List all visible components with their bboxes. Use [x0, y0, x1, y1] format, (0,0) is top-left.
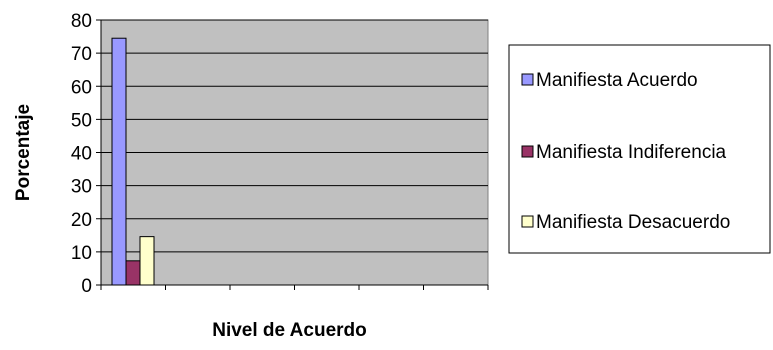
y-tick-label: 40 — [71, 144, 92, 165]
legend-label: Manifiesta Acuerdo — [536, 70, 698, 91]
y-tick-label: 10 — [71, 243, 92, 264]
y-tick-label: 0 — [81, 276, 92, 297]
legend-swatch — [521, 145, 534, 158]
bar-manifiesta-desacuerdo — [139, 236, 155, 286]
y-axis-title: Porcentaje — [13, 104, 34, 201]
legend-swatch — [521, 215, 534, 228]
y-tick-label: 50 — [71, 110, 92, 131]
y-tick-label: 60 — [71, 77, 92, 98]
y-tick-label: 20 — [71, 210, 92, 231]
y-tick-labels: 0 10 20 30 40 50 60 70 80 — [71, 11, 92, 297]
legend-label: Manifiesta Desacuerdo — [536, 212, 730, 233]
legend-box — [508, 44, 771, 254]
axes — [96, 19, 489, 290]
bars — [111, 37, 155, 286]
x-axis-title: Nivel de Acuerdo — [212, 320, 367, 341]
gridlines — [101, 19, 488, 253]
legend-label: Manifiesta Indiferencia — [536, 142, 727, 163]
legend: Manifiesta Acuerdo Manifiesta Indiferenci… — [508, 44, 771, 254]
y-tick-label: 30 — [71, 177, 92, 198]
bar-manifiesta-indiferencia — [125, 260, 141, 286]
legend-swatch — [521, 73, 534, 86]
y-tick-label: 80 — [71, 11, 92, 32]
bar-manifiesta-acuerdo — [111, 37, 127, 286]
y-tick-label: 70 — [71, 44, 92, 65]
